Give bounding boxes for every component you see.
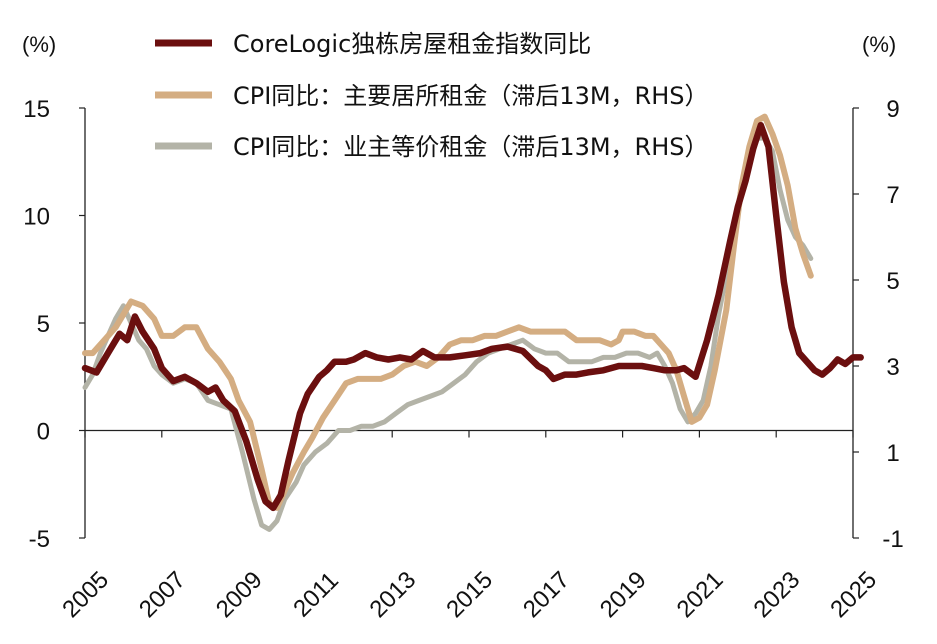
right-tick-label: -1 bbox=[882, 526, 903, 553]
x-tick-label: 2009 bbox=[211, 566, 268, 623]
series-line-cpi-primary-rent bbox=[82, 113, 814, 511]
left-axis-unit: (%) bbox=[22, 32, 56, 57]
right-tick-label: 5 bbox=[886, 268, 899, 295]
left-tick-label: 5 bbox=[37, 311, 50, 338]
legend-item-cpi-primary-rent: CPI同比：主要居所租金（滞后13M，RHS） bbox=[155, 82, 709, 110]
x-tick-label: 2019 bbox=[595, 566, 652, 623]
legend-item-corelogic: CoreLogic独栋房屋租金指数同比 bbox=[155, 30, 591, 58]
right-tick-label: 1 bbox=[886, 440, 899, 467]
right-tick-label: 9 bbox=[886, 96, 899, 123]
legend-label-cpi-oer: CPI同比：业主等价租金（滞后13M，RHS） bbox=[233, 133, 709, 161]
left-tick-label: 10 bbox=[23, 204, 50, 231]
x-tick-label: 2005 bbox=[57, 566, 114, 623]
x-tick-label: 2017 bbox=[518, 566, 575, 623]
right-axis-unit: (%) bbox=[862, 32, 896, 57]
left-tick-label: 0 bbox=[37, 419, 50, 446]
x-tick-label: 2021 bbox=[672, 566, 729, 623]
x-tick-label: 2011 bbox=[288, 567, 344, 623]
legend-label-cpi-primary-rent: CPI同比：主要居所租金（滞后13M，RHS） bbox=[233, 82, 709, 110]
x-tick-label: 2023 bbox=[748, 566, 805, 623]
x-tick-label: 2015 bbox=[441, 566, 498, 623]
series-line-cpi-oer bbox=[82, 135, 814, 532]
x-tick-label: 2013 bbox=[364, 566, 421, 623]
legend-item-cpi-oer: CPI同比：业主等价租金（滞后13M，RHS） bbox=[155, 133, 709, 161]
x-tick-label: 2025 bbox=[825, 566, 882, 623]
right-tick-label: 7 bbox=[886, 182, 899, 209]
series-line-corelogic bbox=[81, 121, 864, 512]
x-tick-label: 2007 bbox=[134, 566, 191, 623]
left-tick-label: -5 bbox=[29, 526, 50, 553]
legend-label-corelogic: CoreLogic独栋房屋租金指数同比 bbox=[233, 30, 591, 58]
series-layer bbox=[81, 113, 864, 532]
left-tick-label: 15 bbox=[23, 96, 50, 123]
legend: CoreLogic独栋房屋租金指数同比 CPI同比：主要居所租金（滞后13M，R… bbox=[155, 30, 709, 161]
right-tick-label: 3 bbox=[886, 354, 899, 381]
